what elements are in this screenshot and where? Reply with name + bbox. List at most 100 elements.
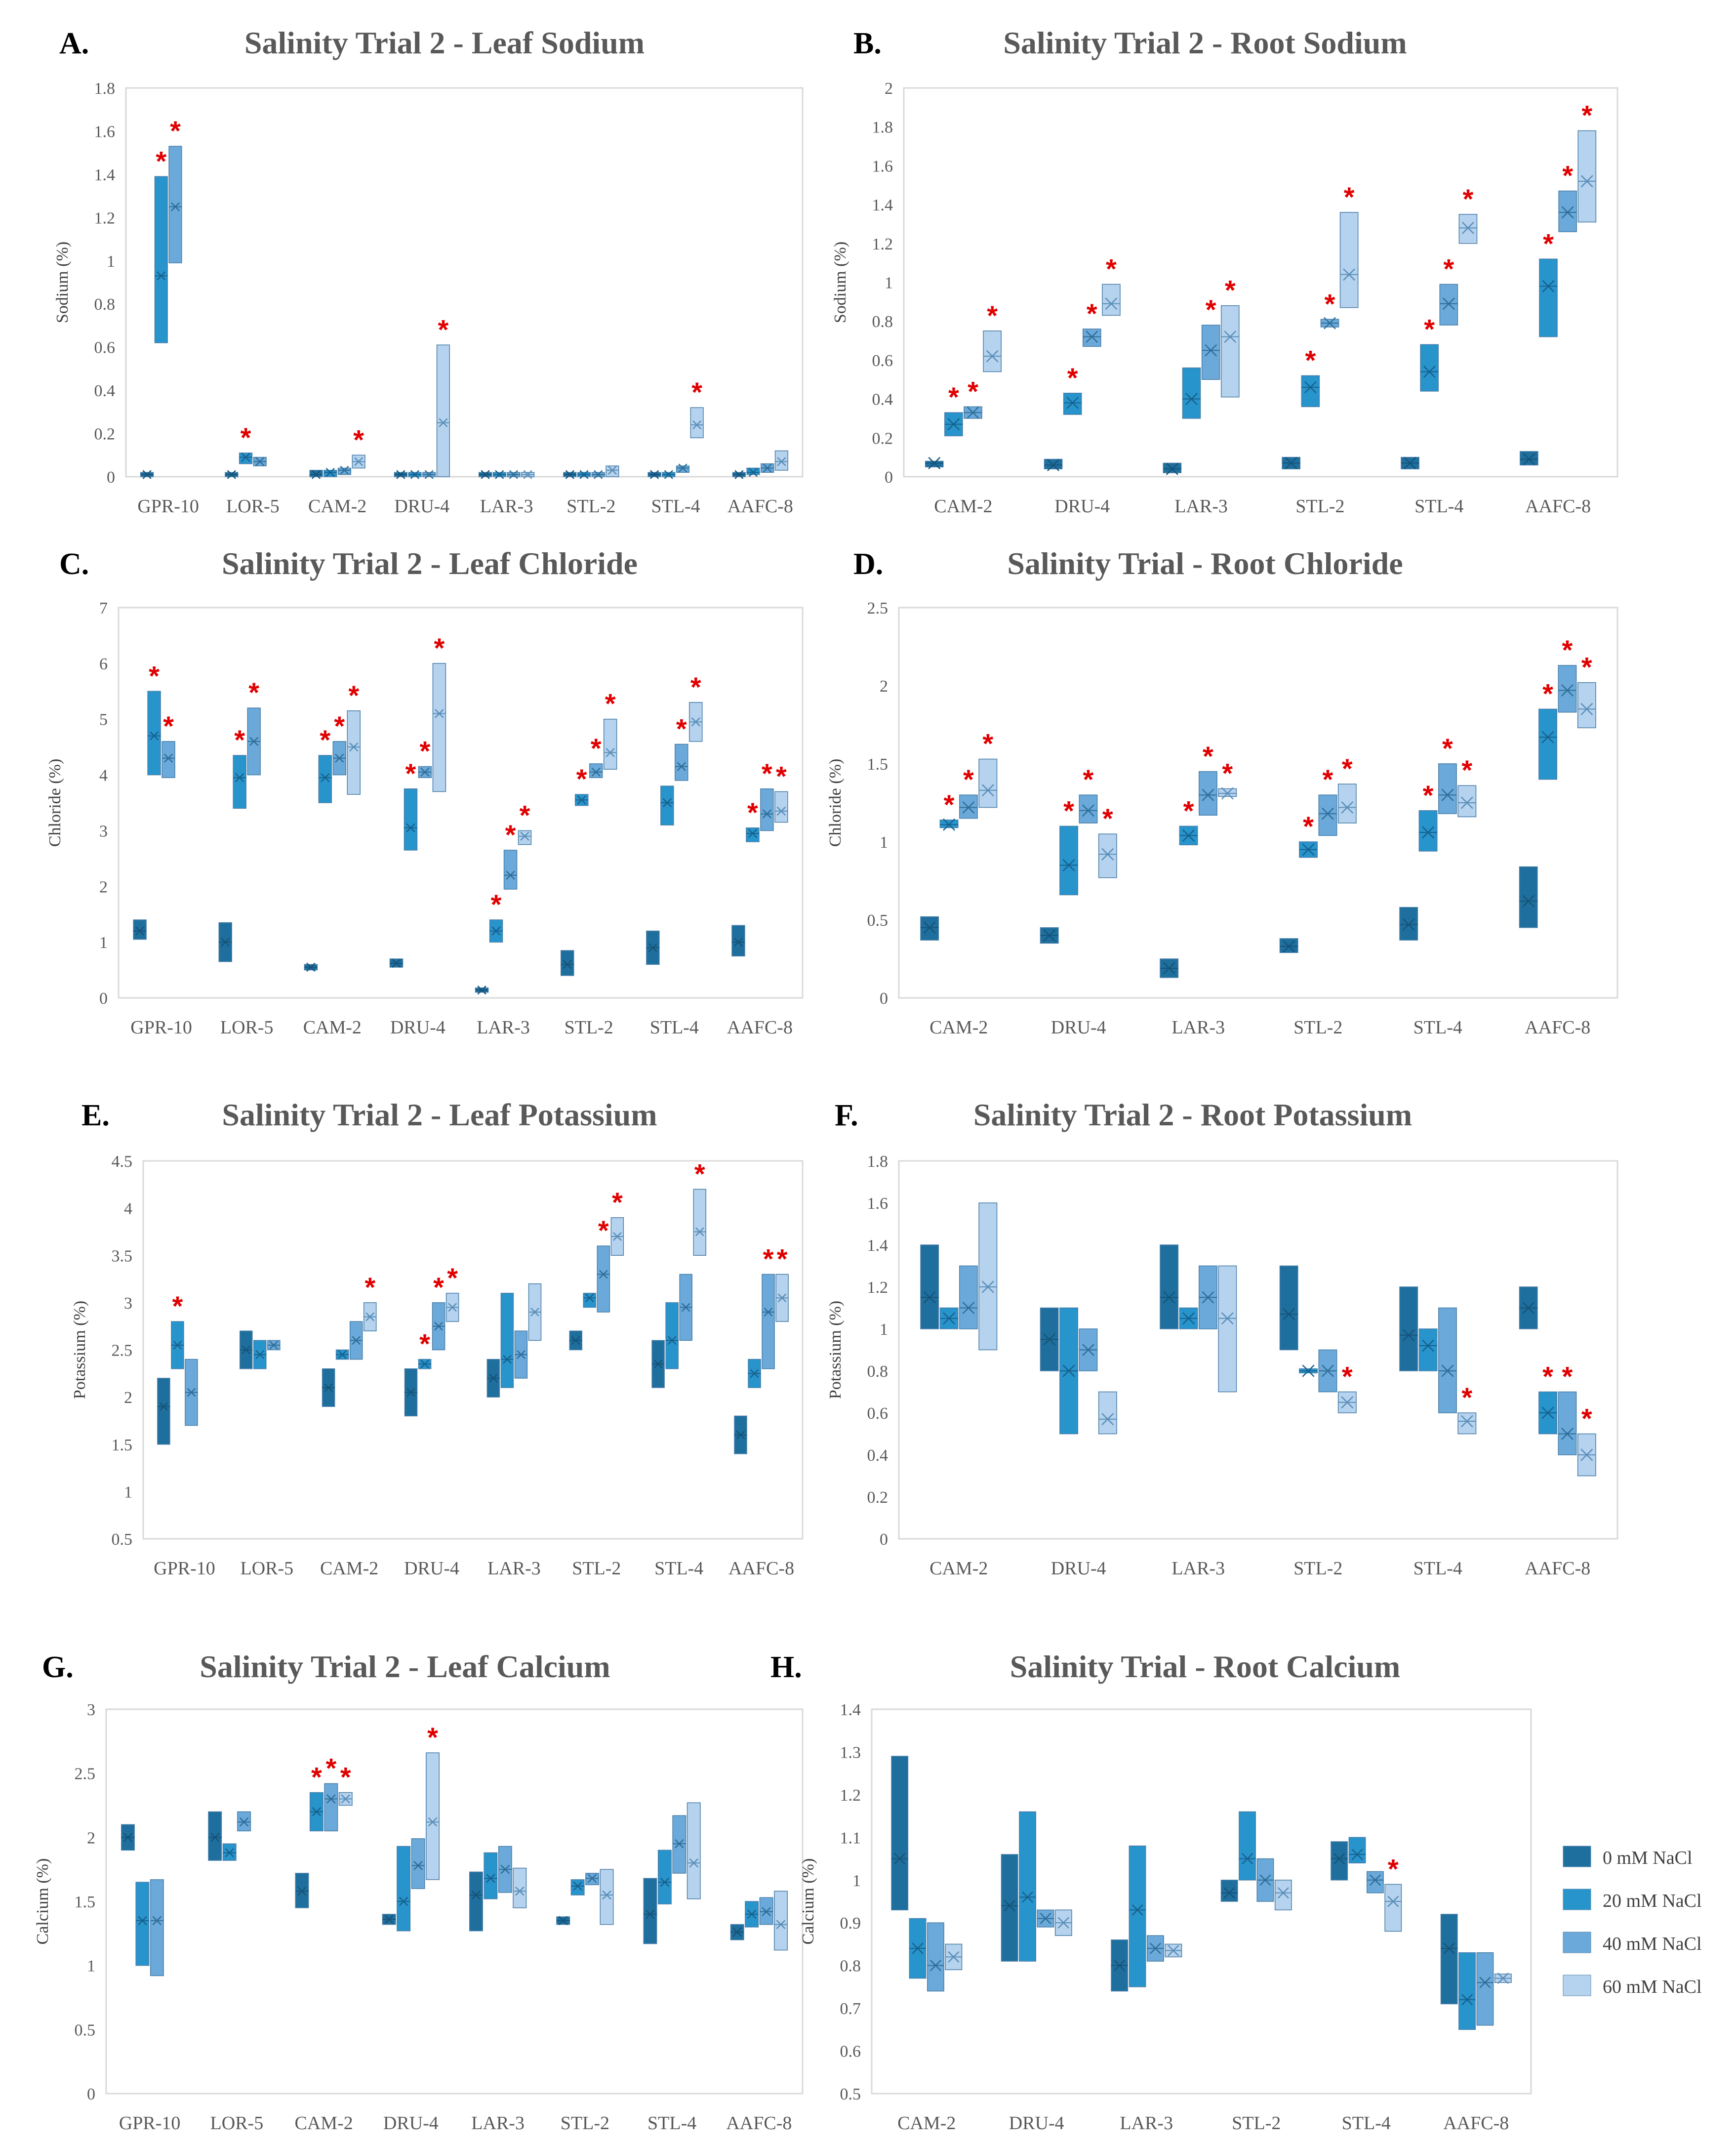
box-mean-marker (1302, 843, 1315, 856)
box-mean-marker (748, 828, 758, 838)
data-box: * (1218, 758, 1237, 800)
data-box: * (1420, 313, 1439, 392)
significance-star: * (419, 1328, 430, 1359)
x-tick-label: LOR-5 (240, 1558, 293, 1579)
chart-panel-g: G. Salinity Trial 2 - Leaf Calcium 0 0.5 1 1.… (34, 1649, 804, 2134)
data-box (1279, 938, 1298, 953)
box-body (774, 450, 788, 471)
data-box: * (168, 115, 182, 263)
data-box (646, 930, 660, 965)
x-tick-label: LOR-5 (220, 1017, 274, 1038)
box-mean-marker (1541, 1406, 1554, 1419)
x-tick-label: STL-4 (1413, 1558, 1462, 1579)
plot-area (898, 607, 1618, 999)
box-body (1201, 325, 1220, 380)
box-mean-marker (591, 767, 601, 777)
data-box (1299, 1364, 1318, 1377)
data-box (521, 470, 535, 479)
box-mean-marker (1057, 1917, 1069, 1929)
box-body (1476, 1952, 1494, 2026)
data-box (686, 1802, 701, 1899)
y-tick-label: 5 (99, 711, 108, 729)
significance-star: * (1542, 1361, 1553, 1392)
significance-star: * (320, 724, 330, 755)
box-mean-marker (157, 271, 166, 281)
data-box: * (418, 736, 432, 778)
y-tick-label: 1.8 (872, 119, 893, 137)
box-mean-marker (776, 1920, 786, 1930)
box-mean-marker (325, 468, 335, 477)
box-mean-marker (123, 1832, 133, 1842)
data-box (1165, 1943, 1182, 1958)
box-mean-marker (420, 1359, 429, 1369)
box-body (891, 1756, 909, 1911)
y-tick-label: 0 (880, 989, 888, 1008)
box-mean-marker (1202, 788, 1214, 801)
data-box (1163, 462, 1182, 475)
data-box (1458, 1952, 1476, 2030)
box-mean-marker (321, 773, 330, 783)
significance-star: * (1342, 753, 1353, 784)
data-box: * (352, 424, 365, 469)
x-tick-label: LAR-3 (1171, 1558, 1225, 1579)
box-mean-marker (894, 1853, 906, 1865)
x-tick-label: AAFC-8 (727, 496, 793, 517)
y-tick-label: 1.5 (112, 1436, 133, 1454)
significance-star: * (170, 115, 181, 146)
box-mean-marker (530, 1308, 539, 1317)
box-mean-marker (1460, 796, 1473, 809)
box-body (309, 470, 323, 477)
data-box (1079, 1328, 1098, 1371)
box-body (500, 1293, 514, 1388)
y-tick-label: 0.5 (840, 2085, 861, 2103)
legend-entry-2: 40 mM NaCl (1563, 1932, 1702, 1954)
box-mean-marker (1101, 848, 1114, 861)
box-mean-marker (1522, 1301, 1535, 1315)
data-box (939, 1307, 959, 1329)
significance-star: * (1463, 183, 1474, 214)
data-box: * (1538, 1361, 1557, 1435)
significance-star: * (762, 758, 772, 789)
box-mean-marker (163, 753, 173, 763)
box-body (1367, 1871, 1384, 1894)
x-tick-label: STL-2 (1293, 1558, 1342, 1579)
chart-title: Salinity Trial 2 - Root Sodium (1003, 25, 1407, 60)
data-box (577, 470, 591, 479)
y-tick-label: 1 (880, 1320, 888, 1339)
box-body (324, 1783, 338, 1832)
chart-panel-c: C. Salinity Trial 2 - Leaf Chloride 0 1 2 3 4 5… (46, 546, 804, 1038)
data-box (660, 785, 674, 825)
x-tick-label: AAFC-8 (1525, 1558, 1590, 1579)
box-mean-marker (349, 742, 359, 752)
box-mean-marker (1580, 1448, 1593, 1461)
box-body (503, 850, 518, 890)
y-tick-label: 0.8 (867, 1362, 888, 1381)
data-box: * (154, 145, 168, 343)
y-tick-label: 0.8 (94, 295, 116, 314)
box-mean-marker (435, 709, 444, 718)
data-box: * (1301, 344, 1320, 408)
panel-label: H. (770, 1650, 802, 1684)
data-box (1401, 456, 1419, 470)
data-box (583, 1293, 597, 1308)
legend-label-0: 0 mM NaCl (1603, 1848, 1693, 1868)
box-body (518, 830, 532, 845)
box-body (1438, 763, 1457, 814)
x-tick-label: CAM-2 (303, 1017, 362, 1038)
significance-star: * (353, 424, 364, 455)
significance-star: * (348, 680, 359, 711)
box-body (1384, 1884, 1402, 1932)
box-mean-marker (477, 986, 486, 995)
box-body (978, 758, 998, 808)
x-tick-label: CAM-2 (929, 1558, 988, 1579)
box-mean-marker (241, 453, 250, 462)
y-tick-label: 0.7 (840, 2000, 861, 2018)
y-tick-label: 0 (880, 1530, 888, 1549)
box-mean-marker (967, 406, 979, 419)
y-tick-label: 1.5 (75, 1893, 96, 1911)
data-box: * (1102, 253, 1121, 316)
box-body (927, 1922, 944, 1992)
box-mean-marker (1321, 807, 1334, 820)
box-mean-marker (1523, 453, 1535, 466)
box-mean-marker (1163, 962, 1175, 975)
